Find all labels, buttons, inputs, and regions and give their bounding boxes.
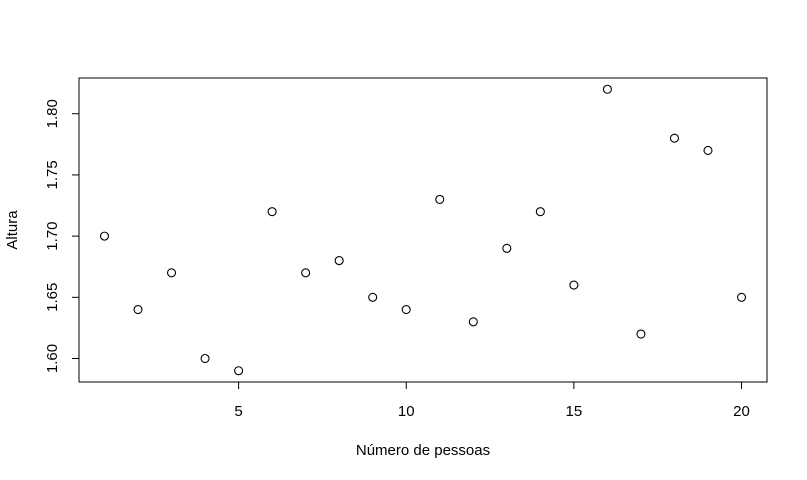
data-points bbox=[99, 84, 747, 376]
y-axis-title: Altura bbox=[4, 210, 21, 250]
data-point bbox=[234, 366, 244, 376]
data-point bbox=[703, 145, 713, 156]
plot-frame bbox=[78, 77, 768, 383]
y-axis: 1.60 1.65 1.70 1.75 1.80 bbox=[44, 99, 79, 373]
x-tick-label: 20 bbox=[733, 403, 750, 420]
y-tick-label: 1.80 bbox=[44, 99, 61, 128]
data-point bbox=[301, 268, 311, 278]
data-point bbox=[166, 268, 177, 278]
data-point bbox=[435, 194, 445, 204]
data-point bbox=[267, 207, 277, 217]
data-point bbox=[602, 84, 612, 94]
x-tick-label: 10 bbox=[398, 403, 415, 420]
data-point bbox=[502, 243, 512, 253]
data-point bbox=[99, 231, 110, 241]
data-point bbox=[535, 207, 545, 217]
y-tick-label: 1.75 bbox=[44, 160, 61, 189]
data-point bbox=[133, 304, 143, 315]
data-point bbox=[736, 292, 747, 302]
data-point bbox=[569, 280, 579, 290]
x-axis: 5 10 15 20 bbox=[234, 382, 750, 420]
data-point bbox=[334, 256, 344, 266]
data-point bbox=[636, 329, 646, 339]
x-tick-label: 15 bbox=[566, 403, 583, 420]
data-point bbox=[468, 317, 478, 327]
x-tick-label: 5 bbox=[234, 403, 242, 420]
y-tick-label: 1.65 bbox=[44, 283, 61, 312]
y-tick-label: 1.70 bbox=[44, 222, 61, 251]
x-axis-title: Número de pessoas bbox=[356, 442, 490, 459]
y-tick-label: 1.60 bbox=[44, 344, 61, 373]
data-point bbox=[200, 353, 210, 364]
data-point bbox=[368, 292, 378, 302]
data-point bbox=[401, 304, 411, 315]
data-point bbox=[669, 133, 680, 143]
